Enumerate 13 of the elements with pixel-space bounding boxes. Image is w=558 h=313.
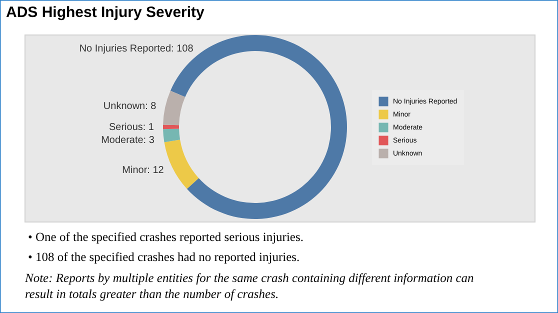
- data-label: Unknown: 8: [103, 101, 157, 112]
- data-label: Serious: 1: [108, 122, 154, 133]
- text: • 108 of the specified crashes had no reported injuries.: [28, 250, 300, 264]
- data-label: No Injuries Reported: 108: [79, 44, 194, 55]
- chart-title: ADS Highest Injury Severity: [6, 4, 206, 21]
- donut-slice: [163, 128, 180, 142]
- donut-slice: [163, 90, 186, 126]
- donut-slice: [164, 140, 199, 189]
- text: Note: Reports by multiple entities for the same crash containing different information can result in totals greater than the number of crashes.: [24, 271, 474, 301]
- data-label: Minor: 12: [122, 164, 164, 176]
- data-label: Moderate: 3: [101, 134, 155, 146]
- donut-slice: [163, 124, 180, 130]
- text: • One of the specified crashes reported serious injuries.: [28, 230, 304, 244]
